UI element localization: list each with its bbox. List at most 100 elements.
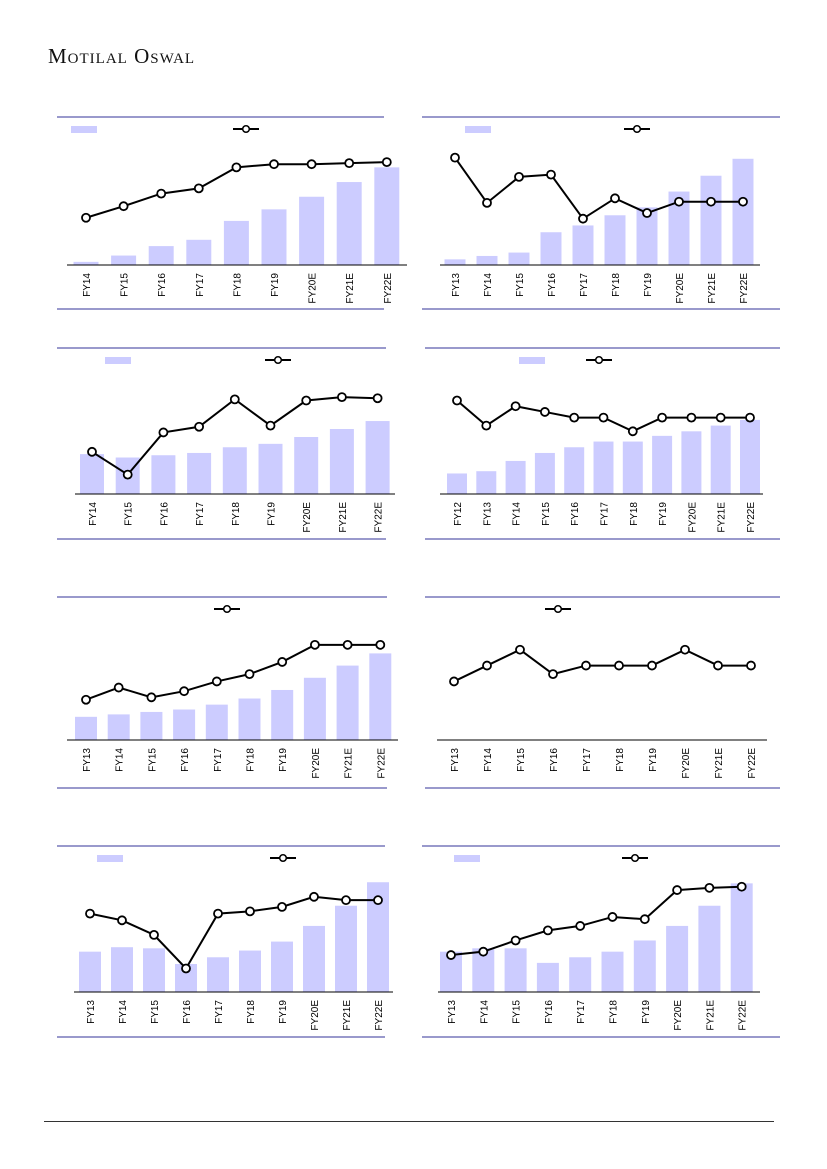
point-FY16 [179, 686, 190, 697]
tick-label: FY17 [213, 748, 224, 772]
point-FY19 [277, 901, 287, 912]
tick-label: FY19 [658, 502, 669, 526]
legend-bar-swatch [465, 126, 491, 133]
legend-line-marker [594, 355, 604, 365]
tick-label: FY22E [383, 273, 394, 304]
point-FY21E [713, 660, 723, 671]
point-FY14 [482, 197, 492, 208]
point-FY18 [610, 193, 620, 204]
bar-FY19 [636, 207, 658, 265]
bar-FY14 [505, 460, 526, 494]
tick-label: FY14 [115, 748, 126, 772]
point-FY15 [510, 935, 521, 946]
point-FY16 [543, 925, 553, 936]
point-FY16 [181, 963, 191, 974]
tick-label: FY14 [118, 1000, 129, 1024]
point-FY20E [680, 644, 690, 655]
point-FY15 [118, 201, 129, 212]
tick-label: FY16 [180, 748, 191, 772]
tick-label: FY13 [450, 748, 461, 772]
tick-label: FY18 [615, 748, 626, 772]
tick-label: FY17 [579, 273, 590, 297]
bar-FY15 [508, 252, 530, 265]
bar-FY22E [740, 419, 760, 494]
point-FY22E [375, 639, 386, 650]
tick-label: FY19 [278, 1000, 289, 1024]
point-FY21E [336, 392, 347, 403]
tick-label: FY18 [246, 748, 257, 772]
bar-FY15 [115, 457, 140, 494]
point-FY22E [738, 196, 748, 207]
bar-FY18 [604, 215, 626, 265]
tick-label: FY14 [82, 273, 93, 297]
point-FY18 [245, 906, 255, 917]
bar-FY20E [303, 677, 326, 740]
tick-label: FY15 [516, 748, 527, 772]
bar-FY18 [223, 220, 249, 265]
series-line [89, 895, 378, 971]
bar-FY13 [444, 259, 466, 265]
tick-label: FY16 [544, 1000, 555, 1024]
bar-FY16 [175, 964, 197, 992]
tick-label: FY22E [746, 502, 757, 533]
point-FY18 [607, 912, 618, 922]
bar-FY21E [336, 665, 359, 740]
tick-label: FY17 [214, 1000, 225, 1024]
legend-bar-swatch [105, 357, 131, 364]
tick-label: FY22E [374, 502, 385, 533]
tick-label: FY16 [570, 502, 581, 526]
tick-label: FY20E [687, 502, 698, 533]
bar-FY13 [79, 951, 101, 992]
bar-FY21E [710, 425, 731, 494]
point-FY20E [672, 885, 682, 895]
tick-label: FY17 [195, 502, 206, 526]
tick-label: FY14 [483, 273, 494, 297]
tick-label: FY15 [124, 502, 135, 526]
tick-label: FY14 [512, 502, 523, 526]
tick-label: FY21E [342, 1000, 353, 1031]
point-FY19 [642, 208, 652, 218]
tick-label: FY14 [479, 1000, 490, 1024]
bar-FY19 [271, 941, 293, 992]
point-FY14 [87, 446, 97, 457]
tick-label: FY20E [311, 748, 322, 779]
point-FY22E [373, 895, 383, 906]
bar-FY16 [173, 709, 196, 740]
bar-FY14 [472, 948, 495, 992]
point-FY15 [515, 644, 525, 655]
legend-line-marker [241, 124, 251, 134]
series-line [450, 885, 742, 957]
tick-label: FY12 [453, 502, 464, 526]
tick-label: FY22E [739, 273, 750, 304]
tick-label: FY20E [308, 273, 319, 304]
tick-label: FY20E [673, 1000, 684, 1031]
bar-FY19 [652, 435, 673, 494]
bar-FY13 [75, 716, 97, 740]
bar-FY20E [303, 925, 325, 992]
tick-label: FY19 [267, 502, 278, 526]
point-FY22E [746, 660, 756, 671]
point-FY22E [736, 881, 747, 892]
legend-line-marker [630, 853, 640, 863]
point-FY20E [309, 639, 320, 650]
point-FY19 [269, 159, 279, 170]
bar-FY13 [476, 471, 497, 494]
tick-label: FY21E [714, 748, 725, 779]
bar-FY15 [140, 711, 163, 740]
point-FY19 [647, 660, 657, 671]
tick-label: FY13 [447, 1000, 458, 1024]
point-FY17 [578, 213, 588, 224]
point-FY21E [344, 158, 355, 169]
point-FY17 [598, 412, 609, 423]
legend-bar-swatch [454, 855, 480, 862]
point-FY22E [381, 157, 392, 168]
bar-FY17 [205, 704, 228, 740]
bar-FY14 [80, 454, 104, 494]
point-FY21E [704, 882, 715, 893]
bar-FY14 [476, 255, 498, 265]
tick-label: FY16 [157, 273, 168, 297]
